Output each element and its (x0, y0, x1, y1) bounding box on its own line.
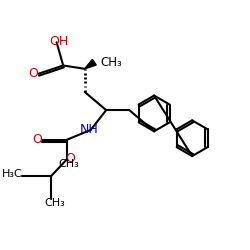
Text: CH₃: CH₃ (58, 159, 79, 169)
Text: O: O (28, 67, 38, 80)
Text: O: O (32, 134, 42, 146)
Text: CH₃: CH₃ (44, 198, 65, 208)
Text: NH: NH (79, 124, 98, 136)
Polygon shape (85, 59, 96, 69)
Text: H₃C: H₃C (2, 169, 22, 179)
Text: OH: OH (49, 35, 68, 48)
Text: CH₃: CH₃ (100, 56, 122, 69)
Text: O: O (66, 152, 76, 165)
